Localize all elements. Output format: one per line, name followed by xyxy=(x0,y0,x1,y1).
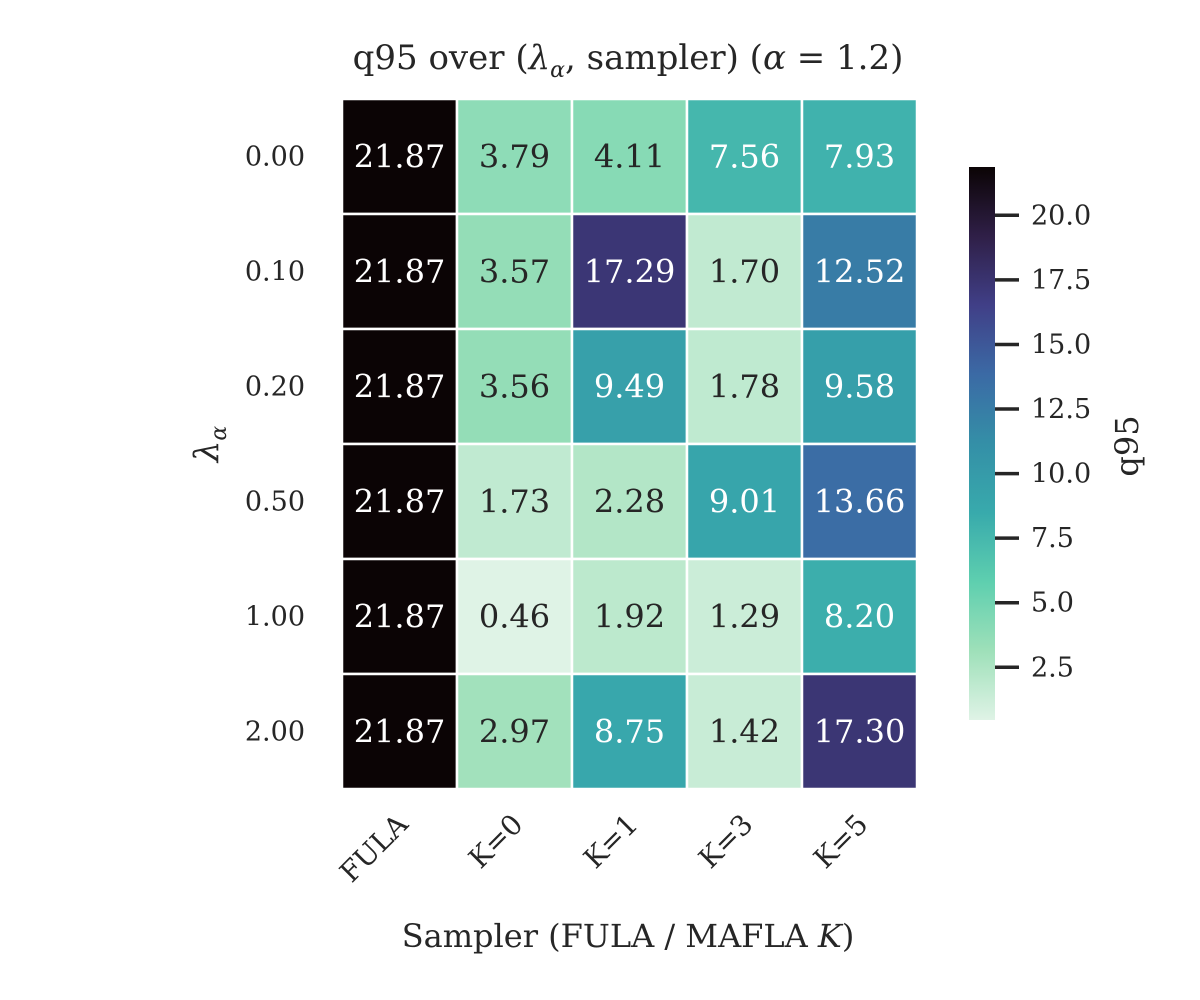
cell-value-label: 13.66 xyxy=(814,483,906,521)
colorbar-tick-label: 15.0 xyxy=(1031,329,1091,360)
colorbar-tick-label: 2.5 xyxy=(1031,652,1074,683)
colorbar xyxy=(969,167,995,720)
cell-value-label: 2.28 xyxy=(594,483,665,521)
x-tick-label: K=0 xyxy=(462,808,529,875)
heatmap-cell xyxy=(455,557,574,676)
y-tick-label: 1.00 xyxy=(245,602,305,633)
chart-title: q95 over (λα, sampler) (α = 1.2) xyxy=(353,38,904,83)
cell-value-label: 1.70 xyxy=(709,253,780,291)
heatmap-cell xyxy=(455,442,574,561)
cell-value-label: 17.30 xyxy=(814,713,906,751)
heatmap-cell xyxy=(570,212,689,331)
x-tick-label: FULA xyxy=(333,807,415,889)
heatmap-cell xyxy=(570,557,689,676)
heatmap-cell xyxy=(685,442,804,561)
cell-value-label: 3.79 xyxy=(479,138,550,176)
heatmap-cell xyxy=(570,672,689,791)
cell-value-label: 9.58 xyxy=(824,368,895,406)
heatmap-cell xyxy=(800,212,919,331)
colorbar-tick-label: 5.0 xyxy=(1031,588,1074,619)
x-tick-label: K=1 xyxy=(577,808,644,875)
cell-value-label: 3.57 xyxy=(479,253,550,291)
y-tick-label: 0.50 xyxy=(245,487,305,518)
cell-value-label: 1.78 xyxy=(709,368,780,406)
cell-value-label: 7.93 xyxy=(824,138,895,176)
x-tick-label: K=5 xyxy=(807,808,874,875)
cell-value-label: 21.87 xyxy=(354,138,446,176)
colorbar-tick-label: 17.5 xyxy=(1031,265,1091,296)
heatmap-cell xyxy=(340,557,459,676)
heatmap-cell xyxy=(455,327,574,446)
heatmap-cell xyxy=(800,442,919,561)
cell-value-label: 8.20 xyxy=(824,598,895,636)
cell-value-label: 4.11 xyxy=(594,138,665,176)
cell-value-label: 9.01 xyxy=(709,483,780,521)
y-axis-label: λα xyxy=(187,426,232,465)
y-tick-label: 2.00 xyxy=(245,717,305,748)
cell-value-label: 8.75 xyxy=(594,713,665,751)
cell-value-label: 21.87 xyxy=(354,368,446,406)
cell-value-label: 2.97 xyxy=(479,713,550,751)
x-tick-labels: FULA K=0 K=1 K=3 K=5 xyxy=(333,807,874,889)
cell-value-label: 7.56 xyxy=(709,138,780,176)
y-tick-labels: 0.00 0.10 0.20 0.50 1.00 2.00 xyxy=(245,142,305,748)
cell-value-label: 21.87 xyxy=(354,598,446,636)
cell-value-label: 1.73 xyxy=(479,483,550,521)
y-tick-label: 0.00 xyxy=(245,142,305,173)
colorbar-tick-label: 12.5 xyxy=(1031,394,1091,425)
y-tick-label: 0.10 xyxy=(245,257,305,288)
cell-value-label: 9.49 xyxy=(594,368,665,406)
x-tick-label: K=3 xyxy=(692,808,759,875)
cell-value-label: 21.87 xyxy=(354,713,446,751)
y-tick-label: 0.20 xyxy=(245,372,305,403)
colorbar-tick-label: 7.5 xyxy=(1031,523,1074,554)
heatmap-cell xyxy=(800,672,919,791)
cell-value-label: 12.52 xyxy=(814,253,906,291)
heatmap-cell xyxy=(340,442,459,561)
cell-value-label: 17.29 xyxy=(584,253,676,291)
cell-value-label: 1.92 xyxy=(594,598,665,636)
heatmap-cell-labels: 21.87 3.79 4.11 7.56 7.93 21.87 3.57 17.29 1.70 1… xyxy=(354,138,906,751)
heatmap-cell xyxy=(685,327,804,446)
heatmap-cell xyxy=(685,672,804,791)
colorbar-tick-label: 10.0 xyxy=(1031,459,1091,490)
cell-value-label: 3.56 xyxy=(479,368,550,406)
colorbar-tick-label: 20.0 xyxy=(1031,200,1091,231)
cell-value-label: 1.29 xyxy=(709,598,780,636)
cell-value-label: 0.46 xyxy=(479,598,550,636)
heatmap-cell xyxy=(455,672,574,791)
colorbar-ticks: 2.5 5.0 7.5 10.0 12.5 15.0 17.5 20.0 xyxy=(995,200,1091,683)
cell-value-label: 21.87 xyxy=(354,253,446,291)
x-axis-label: Sampler (FULA / MAFLA K) xyxy=(402,917,855,955)
cell-value-label: 21.87 xyxy=(354,483,446,521)
cell-value-label: 1.42 xyxy=(709,713,780,751)
heatmap-cell xyxy=(455,97,574,216)
heatmap-cell xyxy=(340,97,459,216)
heatmap-cell xyxy=(340,212,459,331)
colorbar-label: q95 xyxy=(1108,415,1146,476)
heatmap-cells xyxy=(340,97,919,791)
heatmap-cell xyxy=(570,442,689,561)
